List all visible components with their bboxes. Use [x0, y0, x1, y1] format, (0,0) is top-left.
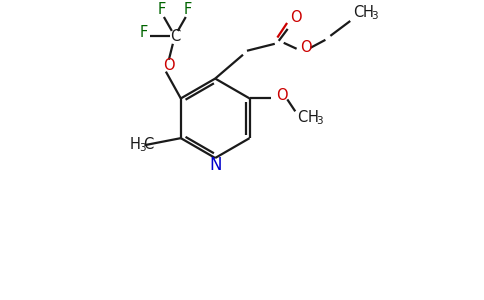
Text: O: O — [163, 58, 175, 73]
Text: F: F — [140, 26, 148, 40]
Text: O: O — [276, 88, 288, 103]
Text: H: H — [363, 4, 374, 20]
Text: 3: 3 — [139, 143, 145, 153]
Text: H: H — [308, 110, 318, 125]
Text: H: H — [130, 136, 140, 152]
Text: F: F — [158, 2, 166, 16]
Text: C: C — [353, 4, 363, 20]
Text: C: C — [170, 29, 180, 44]
Text: 3: 3 — [371, 11, 378, 21]
Text: C: C — [297, 110, 307, 125]
Text: 3: 3 — [316, 116, 322, 126]
Text: F: F — [183, 2, 192, 16]
Text: N: N — [209, 156, 222, 174]
Text: C: C — [143, 136, 153, 152]
Text: O: O — [300, 40, 311, 55]
Text: O: O — [290, 11, 302, 26]
